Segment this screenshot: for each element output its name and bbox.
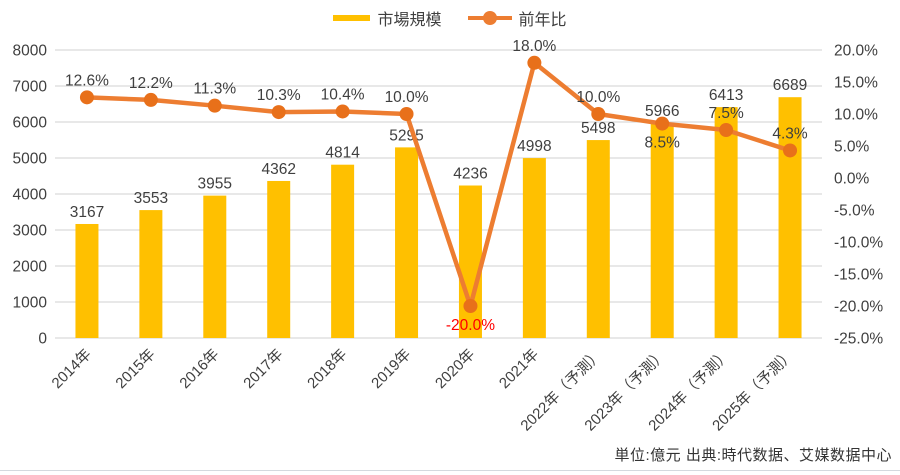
bar-value-label: 4362: [261, 161, 295, 178]
bar-value-label: 3955: [198, 176, 232, 193]
right-axis-tick: -25.0%: [834, 331, 883, 348]
yoy-point: [527, 55, 542, 70]
right-axis-tick: -10.0%: [834, 235, 883, 252]
x-axis-label: 2018年: [304, 346, 350, 392]
bar-2023年（予測）: [650, 123, 674, 338]
yoy-value-label: 4.3%: [772, 125, 808, 142]
yoy-point: [335, 104, 350, 119]
right-axis-tick: 15.0%: [834, 75, 878, 92]
left-axis-tick: 8000: [13, 43, 48, 60]
yoy-point: [655, 116, 670, 131]
line-dot-swatch-icon: [467, 11, 512, 25]
legend-label: 市場規模: [377, 12, 442, 29]
bar-2021年: [522, 158, 546, 338]
yoy-point: [271, 105, 286, 120]
chart-footnote: 単位:億元 出典:時代数据、艾媒数据中心: [614, 447, 892, 464]
legend-label: 前年比: [518, 12, 567, 29]
right-axis-tick: 0.0%: [834, 171, 870, 188]
yoy-value-label: 12.2%: [129, 75, 173, 92]
left-axis-tick: 3000: [13, 223, 48, 240]
x-axis-label: 2014年: [49, 346, 95, 392]
right-axis-tick: -20.0%: [834, 299, 883, 316]
yoy-value-label: 10.4%: [321, 86, 365, 103]
yoy-point: [719, 123, 734, 137]
bar-value-label: 6413: [709, 87, 743, 104]
bar-value-label: 4236: [453, 166, 487, 183]
left-axis-tick: 2000: [13, 259, 48, 276]
bottom-divider: [0, 470, 900, 471]
bar-swatch-icon: [333, 15, 371, 21]
chart-canvas: 0 1000 2000 3000 4000 5000 6000 7000 8000 -25.0% -…: [13, 38, 884, 435]
right-axis-tick: 20.0%: [834, 43, 878, 60]
legend: 市場規模 前年比: [0, 6, 900, 30]
right-axis-tick: -15.0%: [834, 267, 883, 284]
left-axis-tick: 1000: [13, 295, 48, 312]
yoy-point: [79, 90, 94, 105]
legend-item-market-size: 市場規模: [333, 6, 442, 30]
yoy-value-label: 18.0%: [512, 38, 556, 55]
bar-2014年: [75, 223, 99, 338]
bar-value-label: 4998: [517, 138, 551, 155]
bar-value-label: 6689: [773, 77, 807, 94]
x-axis-label: 2017年: [240, 346, 286, 392]
yoy-point: [143, 92, 158, 107]
yoy-value-label: 7.5%: [708, 105, 744, 122]
yoy-value-label: -20.0%: [446, 317, 495, 334]
bar-value-label: 4814: [325, 145, 360, 162]
yoy-value-label: 10.0%: [576, 89, 620, 106]
x-axis-label: 2015年: [112, 346, 158, 392]
yoy-value-label: 10.3%: [257, 87, 301, 104]
x-axis-label: 2019年: [368, 346, 414, 392]
yoy-point: [591, 107, 606, 121]
bar-2025年（予測）: [778, 97, 802, 338]
yoy-point: [463, 299, 478, 313]
bar-value-label: 5498: [581, 120, 615, 137]
left-axis-tick: 0: [38, 331, 47, 348]
right-axis-tick: -5.0%: [834, 203, 875, 220]
yoy-value-label: 8.5%: [645, 135, 681, 152]
bar-2020年: [458, 185, 482, 338]
yoy-value-label: 10.0%: [385, 89, 429, 106]
bar-2018年: [331, 164, 355, 338]
left-axis-tick: 4000: [13, 187, 48, 204]
yoy-line: [84, 60, 793, 309]
bar-2016年: [203, 195, 227, 338]
left-axis-tick: 6000: [13, 115, 48, 132]
bar-2017年: [267, 180, 291, 338]
bar-value-label: 3167: [70, 204, 104, 221]
left-axis-tick: 5000: [13, 151, 48, 168]
yoy-value-label: 12.6%: [65, 72, 109, 89]
bar-2019年: [395, 147, 419, 338]
right-axis-tick: 5.0%: [834, 139, 870, 156]
bar-value-label: 5966: [645, 103, 679, 120]
yoy-point: [207, 98, 222, 113]
x-axis-label: 2021年: [496, 346, 542, 392]
bar-value-label: 3553: [134, 190, 168, 207]
bar-value-label: 5295: [389, 127, 423, 144]
x-axis-label: 2016年: [176, 346, 222, 392]
x-axis-label: 2020年: [432, 346, 478, 392]
bar-2024年（予測）: [714, 107, 738, 338]
legend-item-yoy: 前年比: [467, 6, 567, 30]
yoy-point: [783, 143, 798, 158]
bar-2022年（予測）: [586, 140, 610, 338]
yoy-point: [399, 107, 414, 121]
right-axis-tick: 10.0%: [834, 107, 878, 124]
bar-2015年: [139, 210, 163, 338]
left-axis-tick: 7000: [13, 79, 48, 96]
yoy-value-label: 11.3%: [193, 81, 236, 98]
